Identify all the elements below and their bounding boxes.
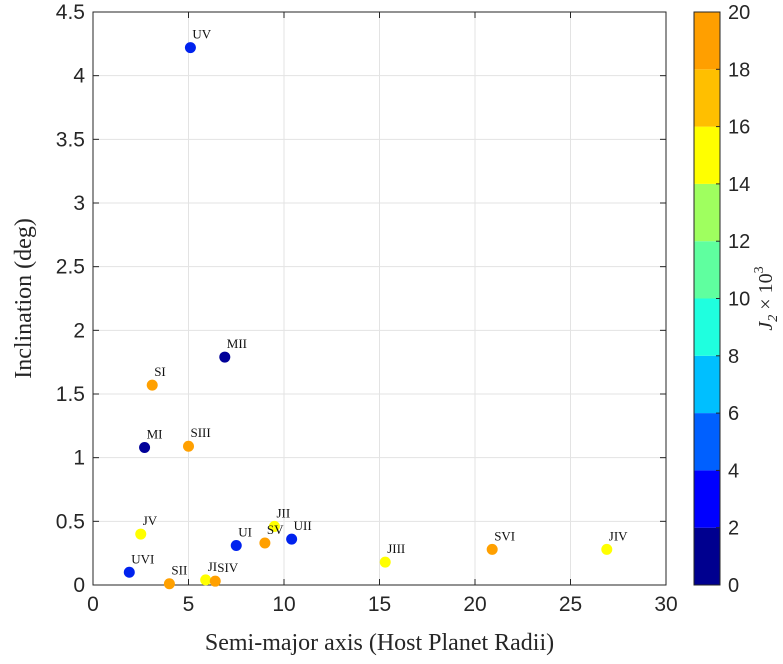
data-points: UV MII SI MI SIII JV JII SV UI UII UVI SII JI SIV JIII… — [123, 27, 628, 590]
point-ji — [200, 574, 212, 586]
point-si — [146, 379, 158, 391]
x-axis-ticks: 0 5 10 15 20 25 30 — [87, 12, 678, 616]
point-jiv — [601, 543, 613, 555]
colorbar-band — [694, 126, 720, 184]
colorbar-label: J2 × 103 — [752, 266, 781, 330]
point-label: SI — [154, 364, 166, 379]
point-jv — [135, 528, 147, 540]
point-siv — [209, 575, 221, 587]
x-axis-label: Semi-major axis (Host Planet Radii) — [205, 630, 554, 656]
colorbar-tick-label: 20 — [728, 2, 750, 24]
y-tick-label: 4 — [73, 65, 85, 88]
colorbar-band — [694, 527, 720, 585]
point-siii — [183, 440, 194, 452]
point-svi — [486, 543, 498, 555]
colorbar-tick-label: 10 — [728, 289, 750, 311]
point-label: UV — [192, 27, 211, 42]
point-uvi — [123, 566, 135, 578]
point-label: JIII — [387, 541, 405, 556]
point-label: JI — [208, 559, 217, 574]
colorbar-tick-label: 2 — [728, 518, 739, 540]
grid-lines — [92, 11, 667, 586]
point-label: MI — [147, 426, 163, 441]
point-label: JV — [143, 513, 158, 528]
point-ui — [230, 540, 242, 552]
point-sv — [259, 537, 271, 549]
point-jiii — [379, 556, 391, 568]
colorbar-tick-label: 0 — [728, 575, 739, 597]
point-label: SIV — [217, 560, 239, 575]
colorbar-tick-label: 8 — [728, 346, 739, 368]
x-tick-label: 15 — [368, 593, 391, 616]
point-label: MII — [227, 336, 247, 351]
colorbar-band — [694, 413, 720, 471]
colorbar — [693, 11, 721, 586]
colorbar-band — [694, 355, 720, 414]
point-label: SII — [171, 563, 187, 578]
colorbar-band — [694, 298, 720, 356]
colorbar-tick-label: 14 — [728, 174, 750, 196]
colorbar-label-times: × 10 — [755, 273, 777, 314]
colorbar-band — [694, 12, 720, 70]
y-tick-label: 0 — [73, 574, 85, 597]
point-mii — [219, 351, 231, 363]
y-tick-label: 1 — [73, 447, 85, 470]
colorbar-tick-label: 18 — [728, 59, 750, 81]
colorbar-ticks: 0 2 4 6 8 10 12 14 16 18 20 — [716, 2, 750, 597]
point-label: UVI — [131, 551, 154, 566]
y-tick-label: 0.5 — [56, 510, 85, 533]
colorbar-band — [694, 241, 720, 299]
y-tick-label: 1.5 — [56, 383, 85, 406]
colorbar-tick-label: 4 — [728, 460, 739, 482]
colorbar-label-base: J — [755, 321, 777, 331]
point-label: UI — [238, 525, 252, 540]
y-tick-label: 3 — [73, 192, 85, 215]
point-jii — [268, 520, 280, 532]
x-tick-label: 30 — [654, 593, 677, 616]
x-tick-label: 10 — [272, 593, 295, 616]
colorbar-label-sup: 3 — [752, 266, 767, 273]
colorbar-tick-label: 6 — [728, 403, 739, 425]
y-axis-label: Inclination (deg) — [11, 218, 37, 379]
x-tick-label: 25 — [559, 593, 582, 616]
y-tick-label: 4.5 — [56, 1, 85, 24]
point-label: SV — [267, 522, 284, 537]
colorbar-band — [694, 470, 720, 528]
y-tick-label: 2 — [73, 319, 85, 342]
x-tick-label: 20 — [463, 593, 486, 616]
x-tick-label: 5 — [183, 593, 195, 616]
y-tick-label: 3.5 — [56, 128, 85, 151]
colorbar-label-sub: 2 — [766, 315, 781, 322]
point-uv — [184, 42, 196, 54]
colorbar-band — [694, 183, 720, 242]
y-axis-ticks: 0 0.5 1 1.5 2 2.5 3 3.5 4 4.5 — [56, 1, 666, 597]
point-label: JIV — [609, 528, 628, 543]
x-tick-label: 0 — [87, 593, 99, 616]
point-label: SIII — [191, 425, 211, 440]
y-tick-label: 2.5 — [56, 256, 85, 279]
point-label: JII — [276, 505, 290, 520]
point-label: SVI — [494, 528, 515, 543]
point-mi — [139, 441, 151, 453]
colorbar-tick-label: 12 — [728, 231, 750, 253]
colorbar-band — [694, 69, 720, 127]
colorbar-tick-label: 16 — [728, 117, 750, 139]
point-sii — [163, 578, 175, 590]
point-uii — [286, 533, 298, 545]
point-label: UII — [294, 518, 312, 533]
